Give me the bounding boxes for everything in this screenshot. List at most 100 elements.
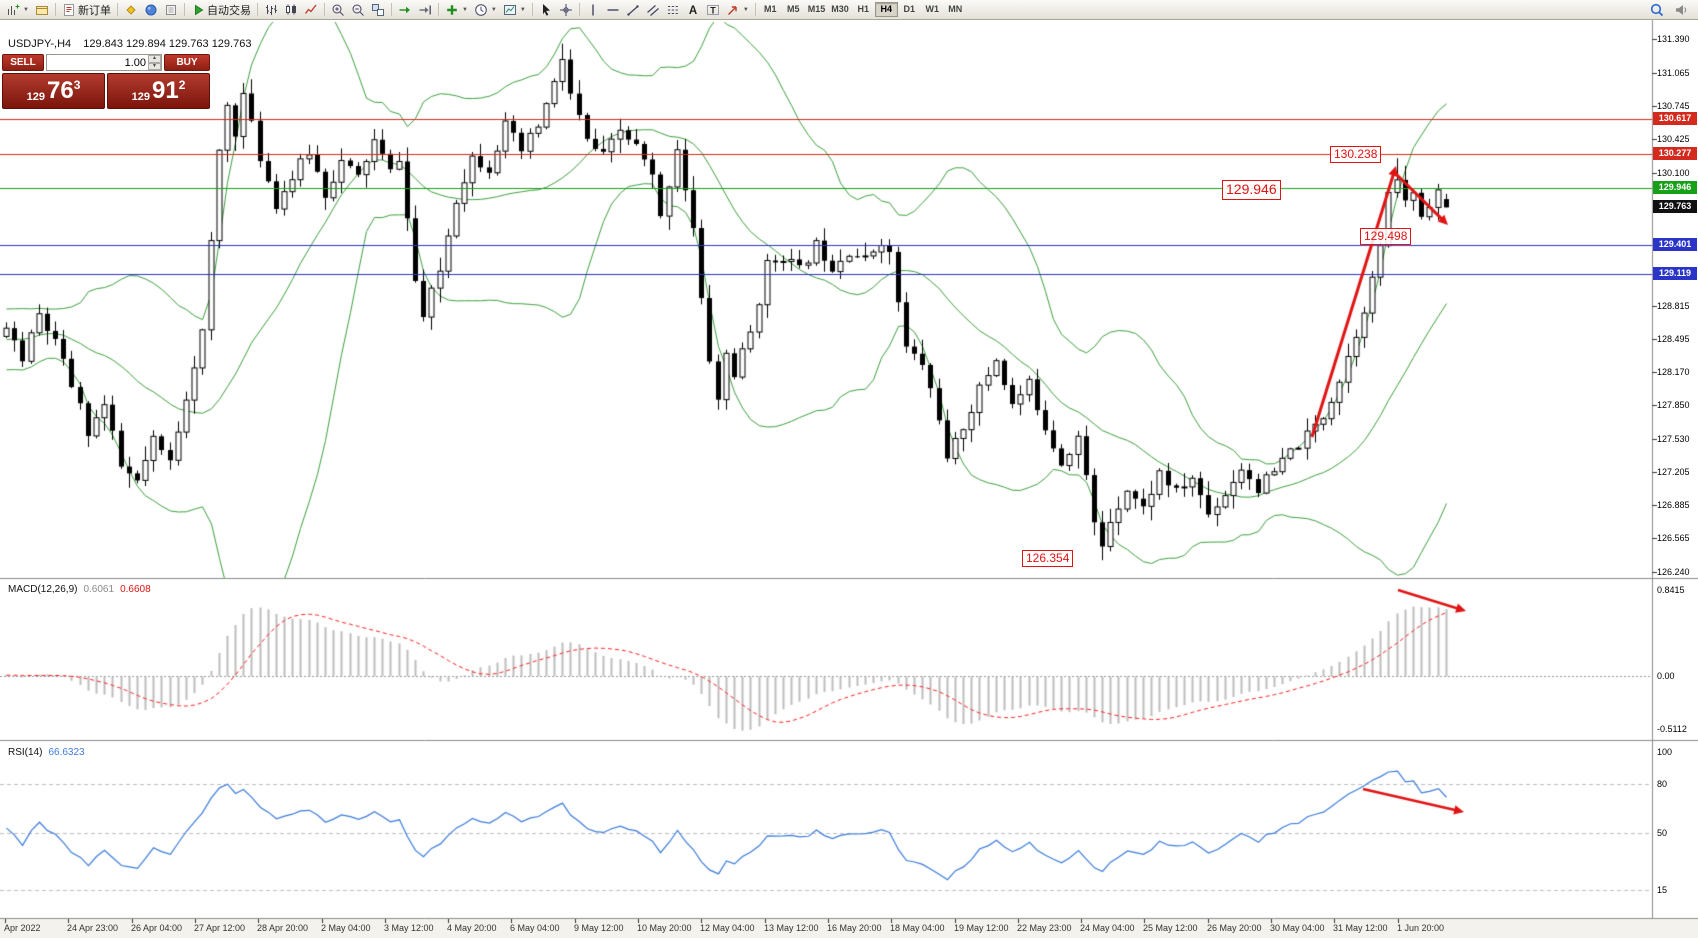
toolbar-bar-chart-mode-button[interactable] (261, 1, 281, 19)
rsi-header: RSI(14) 66.6323 (8, 747, 85, 758)
toolbar-chart-shift-button[interactable] (415, 1, 435, 19)
toolbar-crosshair-button[interactable] (556, 1, 576, 19)
toolbar-auto-scroll-button[interactable] (395, 1, 415, 19)
search-icon (1650, 3, 1664, 17)
cursor-icon (539, 3, 553, 17)
crosshair-icon (559, 3, 573, 17)
toolbar-separator (116, 3, 118, 16)
toolbar-fibonacci-button[interactable] (663, 1, 683, 19)
toolbar-horizontal-line-button[interactable] (603, 1, 623, 19)
bar-chart-mode-icon (264, 3, 278, 17)
toolbar-arrows-button[interactable]: ▼ (723, 1, 752, 19)
sell-price-prefix: 129 (26, 91, 45, 103)
timeframe-m15-button[interactable]: M15 (805, 2, 829, 17)
toolbar-templates-button[interactable]: ▼ (500, 1, 529, 19)
toolbar-autotrading-button[interactable]: 自动交易 (188, 1, 254, 19)
volume-spinner: ▲ ▼ (148, 55, 161, 70)
toolbar-periods-button[interactable]: ▼ (471, 1, 500, 19)
sell-button[interactable]: SELL (2, 54, 44, 71)
toolbar-profiles-button[interactable] (32, 1, 52, 19)
one-click-top-row: SELL ▲ ▼ BUY (2, 54, 210, 71)
toolbar-new-chart-button[interactable]: ▼ (3, 1, 32, 19)
chevron-down-icon: ▼ (490, 6, 497, 13)
buy-price-sup: 2 (178, 78, 186, 92)
sell-price-button[interactable]: 129 76 3 (2, 73, 105, 109)
periods-icon (474, 3, 488, 17)
timeframe-h4-button[interactable]: H4 (874, 2, 898, 17)
vertical-line-icon (586, 3, 600, 17)
price-callout[interactable]: 129.498 (1360, 228, 1412, 245)
tile-windows-icon (371, 3, 385, 17)
pane-splitter[interactable] (0, 577, 1698, 581)
time-axis[interactable] (0, 919, 1698, 938)
toolbar-separator (183, 3, 185, 16)
toolbar-equidistant-channel-button[interactable] (643, 1, 663, 19)
autotrading-label: 自动交易 (206, 4, 251, 17)
chevron-down-icon: ▼ (742, 6, 749, 13)
macd-signal-value: 0.6608 (120, 584, 151, 595)
timeframe-m30-button[interactable]: M30 (828, 2, 852, 17)
timeframe-h1-button[interactable]: H1 (852, 2, 875, 17)
autotrading-icon (191, 3, 205, 17)
zoom-out-icon (351, 3, 365, 17)
toolbar-search-button[interactable] (1647, 1, 1667, 19)
toolbar: ▼ 新订单 自动交易 ▼ ▼ ▼ A T ▼ M1 M5 M15 M30 H1 H4 D1 W1 MN (0, 0, 1698, 20)
toolbar-trendline-button[interactable] (623, 1, 643, 19)
sell-price-sup: 3 (73, 78, 81, 92)
toolbar-new-order-button[interactable]: 新订单 (59, 1, 114, 19)
chevron-down-icon: ▼ (23, 6, 29, 13)
toolbar-separator (390, 3, 392, 16)
toolbar-notifications-button[interactable] (1671, 1, 1691, 19)
chart-header: USDJPY-,H4 129.843 129.894 129.763 129.7… (8, 38, 251, 50)
toolbar-indicators-button[interactable]: ▼ (442, 1, 471, 19)
toolbar-vertical-line-button[interactable] (583, 1, 603, 19)
volume-down-button[interactable]: ▼ (148, 62, 161, 70)
buy-price-button[interactable]: 129 91 2 (107, 73, 210, 109)
one-click-price-row: 129 76 3 129 91 2 (2, 73, 210, 109)
toolbar-separator (256, 3, 258, 16)
toolbar-cursor-button[interactable] (536, 1, 556, 19)
timeframe-mn-button[interactable]: MN (944, 2, 967, 17)
chevron-down-icon: ▼ (461, 6, 468, 13)
macd-header: MACD(12,26,9) 0.6061 0.6608 (8, 584, 151, 595)
toolbar-data-window-button[interactable] (161, 1, 181, 19)
pane-splitter[interactable] (0, 739, 1698, 743)
toolbar-text-label-button[interactable]: T (703, 1, 723, 19)
price-axis[interactable] (1652, 20, 1698, 919)
toolbar-separator (437, 3, 439, 16)
price-callout[interactable]: 126.354 (1022, 550, 1074, 567)
auto-scroll-icon (398, 3, 412, 17)
toolbar-tile-windows-button[interactable] (368, 1, 388, 19)
toolbar-separator (578, 3, 580, 16)
volume-input[interactable] (47, 55, 148, 70)
timeframe-toolbar: M1 M5 M15 M30 H1 H4 D1 W1 MN (759, 2, 967, 17)
toolbar-zoom-out-button[interactable] (348, 1, 368, 19)
toolbar-text-button[interactable]: A (683, 1, 703, 19)
fibonacci-icon (666, 3, 680, 17)
timeframe-w1-button[interactable]: W1 (921, 2, 944, 17)
timeframe-m5-button[interactable]: M5 (782, 2, 805, 17)
macd-main-value: 0.6061 (83, 584, 115, 595)
timeframe-m1-button[interactable]: M1 (759, 2, 782, 17)
buy-price-prefix: 129 (131, 91, 150, 103)
rsi-params-label: RSI(14) (8, 747, 43, 758)
svg-text:A: A (689, 5, 697, 17)
toolbar-separator (323, 3, 325, 16)
toolbar-line-chart-mode-button[interactable] (301, 1, 321, 19)
indicators-icon (445, 3, 459, 17)
trendline-icon (626, 3, 640, 17)
price-callout[interactable]: 129.946 (1222, 180, 1281, 200)
toolbar-candle-chart-mode-button[interactable] (281, 1, 301, 19)
timeframe-d1-button[interactable]: D1 (898, 2, 921, 17)
symbol-period-label: USDJPY-,H4 (8, 38, 72, 50)
toolbar-zoom-in-button[interactable] (328, 1, 348, 19)
buy-button[interactable]: BUY (164, 54, 210, 71)
market-watch-icon (144, 3, 158, 17)
data-window-icon (164, 3, 178, 17)
price-callout[interactable]: 130.238 (1330, 146, 1382, 163)
volume-up-button[interactable]: ▲ (148, 55, 161, 63)
toolbar-metaeditor-button[interactable] (121, 1, 141, 19)
toolbar-market-watch-button[interactable] (141, 1, 161, 19)
